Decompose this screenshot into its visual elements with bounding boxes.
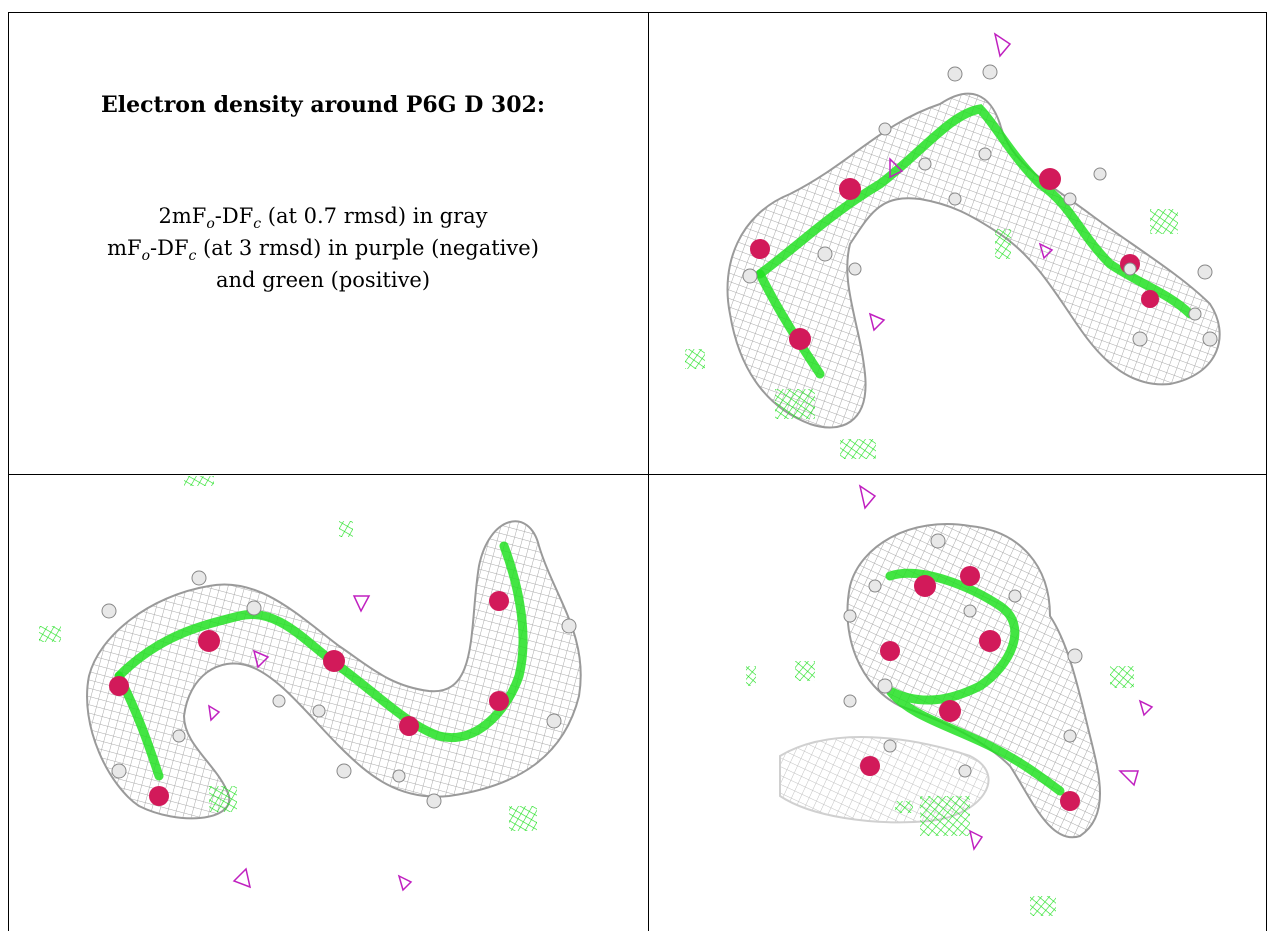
- top-border: [8, 12, 1267, 13]
- difference-mesh-blobs: [746, 484, 1154, 916]
- green-bond-tail: [755, 269, 825, 379]
- right-border: [1266, 12, 1267, 931]
- caption-line-fo-dfc: mFo-DFc (at 3 rmsd) in purple (negative): [107, 236, 539, 265]
- middle-divider: [8, 474, 1267, 475]
- caption-line-2fo-dfc: 2mFo-DFc (at 0.7 rmsd) in gray: [158, 204, 488, 233]
- caption-line-colors: and green (positive): [215, 268, 431, 292]
- green-bond-path: [114, 541, 528, 742]
- hydrogen-atoms: [843, 533, 1083, 778]
- green-bond-path: [755, 104, 1195, 319]
- difference-mesh-blobs: [39, 476, 537, 892]
- left-border: [8, 12, 9, 931]
- hydrogen-atoms: [101, 570, 577, 809]
- caption-title: Electron density around P6G D 302:: [101, 92, 545, 118]
- oxygen-atoms: [860, 566, 1080, 811]
- oxygen-atoms: [109, 591, 509, 806]
- center-divider: [648, 12, 649, 931]
- density-view-bottom-right: [650, 476, 1266, 931]
- green-bond-path: [885, 568, 1065, 796]
- density-view-top-right: [650, 14, 1266, 474]
- difference-mesh-blobs: [685, 32, 1178, 459]
- density-view-bottom-left: [9, 476, 647, 931]
- hydrogen-atoms: [742, 64, 1218, 347]
- density-mesh: [726, 92, 1221, 429]
